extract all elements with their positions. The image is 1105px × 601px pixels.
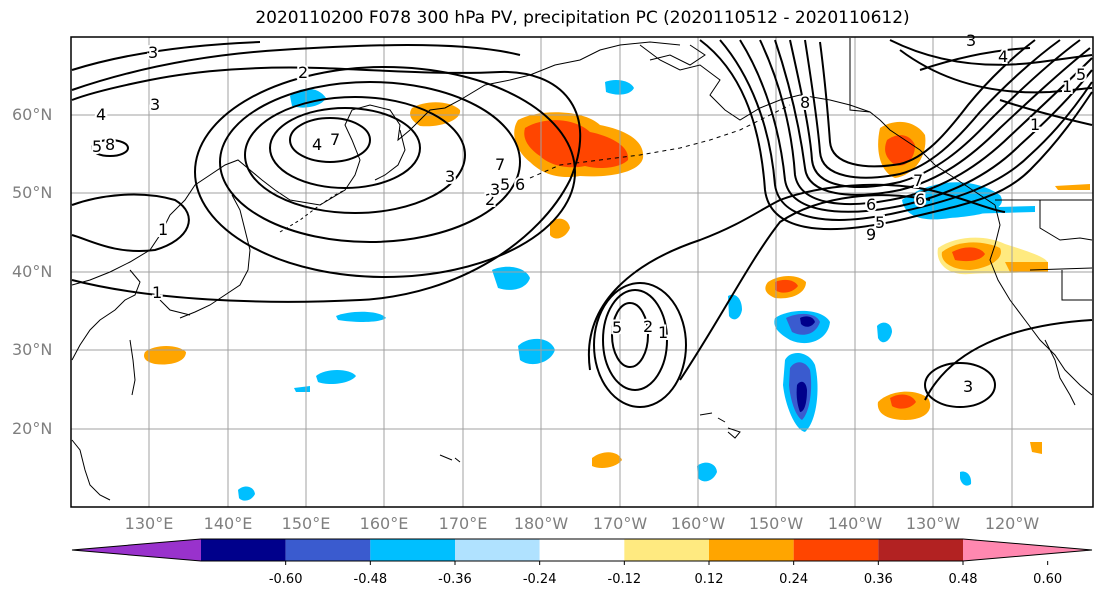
colorbar-arrow-high (963, 539, 1092, 561)
colorbar-tick-label: -0.36 (438, 572, 472, 587)
colorbar-tick-label: 0.24 (779, 572, 809, 587)
lon-label: 150°W (748, 514, 804, 533)
contour-label: 3 (445, 167, 455, 186)
contour-label: 1 (1062, 77, 1072, 96)
map-title: 2020110200 F078 300 hPa PV, precipitatio… (255, 8, 910, 28)
lat-label: 50°N (12, 183, 53, 202)
contour-label: 1 (158, 220, 168, 239)
contour-label: 2 (485, 190, 495, 209)
colorbar-tick-label: -0.12 (607, 572, 642, 587)
lon-label: 120°W (984, 514, 1040, 533)
contour-label: 3 (150, 95, 160, 114)
lat-label: 40°N (12, 262, 53, 281)
lon-label: 130°E (124, 514, 174, 533)
lon-label: 160°E (359, 514, 409, 533)
colorbar-tick-label: -0.24 (522, 572, 557, 587)
contour-label: 3 (963, 377, 973, 396)
contour-label: 3 (148, 43, 158, 62)
colorbar-tick-label: 0.60 (1033, 572, 1063, 587)
contour-label: 5 (92, 137, 102, 156)
colorbar-segment (455, 539, 540, 561)
contour-label: 3 (966, 31, 976, 50)
colorbar-tick-label: 0.36 (863, 572, 893, 587)
lat-label: 60°N (12, 105, 53, 124)
contour-label: 1 (658, 323, 668, 342)
lon-label: 140°W (827, 514, 883, 533)
contour-label: 4 (312, 135, 322, 154)
lon-label: 180°W (513, 514, 569, 533)
coastlines (71, 38, 1093, 501)
lon-label: 160°W (670, 514, 726, 533)
lon-label: 130°W (905, 514, 961, 533)
contour-label: 5 (500, 175, 510, 194)
contour-label: 7 (495, 155, 505, 174)
colorbar-segment (201, 539, 286, 561)
lat-label: 20°N (12, 419, 53, 438)
contour-label: 2 (298, 63, 308, 82)
colorbar-outline (71, 538, 1093, 562)
colorbar-segment (793, 539, 879, 561)
colorbar-arrow-low (72, 539, 202, 561)
precip-red-aleutian (524, 120, 629, 168)
graticule (71, 37, 1093, 507)
lat-label: 30°N (12, 340, 53, 359)
colorbar-tick-label: -0.48 (353, 572, 388, 587)
pv-contours (71, 39, 1093, 408)
map-frame (70, 36, 1094, 508)
colorbar-segment (285, 539, 371, 561)
colorbar-tick-label: 0.48 (948, 572, 978, 587)
contour-label: 1 (1030, 115, 1040, 134)
contour-label: 9 (866, 225, 876, 244)
colorbar-segment (624, 539, 709, 561)
contour-label: 3 (490, 180, 500, 199)
colorbar (71, 538, 1093, 565)
colorbar-segment (878, 539, 963, 561)
contour-label: 4 (998, 47, 1008, 66)
contour-label: 8 (105, 135, 115, 154)
contour-label: 5 (612, 318, 622, 337)
colorbar-segment (370, 539, 455, 561)
lon-label: 150°E (281, 514, 331, 533)
contour-label: 7 (330, 130, 340, 149)
contour-label: 6 (915, 190, 925, 209)
contour-label: 4 (96, 105, 106, 124)
colorbar-tick-label: -0.60 (268, 572, 303, 587)
contour-label: 6 (866, 195, 876, 214)
colorbar-segment (709, 539, 794, 561)
lon-label: 170°W (592, 514, 648, 533)
contour-label: 5 (1076, 65, 1086, 84)
contour-label: 8 (800, 93, 810, 112)
lon-label: 140°E (203, 514, 253, 533)
lon-label: 170°E (438, 514, 488, 533)
colorbar-segment (539, 539, 625, 561)
contour-label: 1 (152, 283, 162, 302)
contour-label: 6 (515, 175, 525, 194)
colorbar-tick-label: 0.12 (694, 572, 724, 587)
contour-label: 7 (913, 171, 923, 190)
contour-label: 2 (643, 317, 653, 336)
contour-label: 5 (875, 213, 885, 232)
